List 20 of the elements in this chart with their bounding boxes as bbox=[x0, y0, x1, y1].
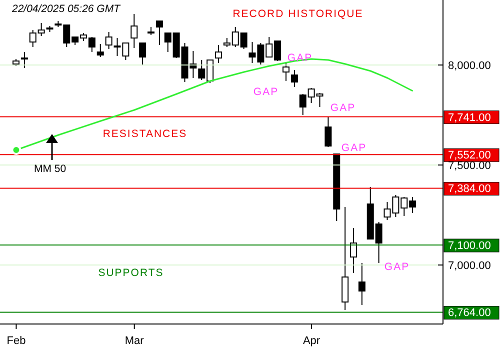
x-tick-label: Apr bbox=[302, 335, 320, 347]
ref-line-label: 7,741.00 bbox=[448, 112, 491, 124]
ref-line-label: 7,100.00 bbox=[448, 240, 491, 252]
annotation: RECORD HISTORIQUE bbox=[232, 8, 364, 20]
annotation: GAP bbox=[330, 102, 356, 114]
annotation: GAP bbox=[253, 86, 279, 98]
annotation: RESISTANCES bbox=[102, 128, 188, 140]
series-label: MM 50 bbox=[34, 163, 66, 175]
y-tick-label: 7,000.00 bbox=[448, 260, 491, 272]
annotation: GAP bbox=[341, 142, 367, 154]
y-tick-label: 8,000.00 bbox=[448, 60, 491, 72]
y-tick-label: 7,500.00 bbox=[448, 160, 491, 172]
x-tick-label: Feb bbox=[6, 335, 26, 347]
annotation: SUPPORTS bbox=[98, 267, 164, 279]
annotation: 22/04/2025 05:26 GMT bbox=[11, 3, 122, 15]
annotation: GAP bbox=[384, 261, 410, 273]
x-tick-label: Mar bbox=[124, 335, 144, 347]
ref-line-label: 6,764.00 bbox=[448, 307, 491, 320]
ref-line-label: 7,552.00 bbox=[448, 150, 491, 162]
ref-line-label: 7,384.00 bbox=[448, 183, 491, 196]
